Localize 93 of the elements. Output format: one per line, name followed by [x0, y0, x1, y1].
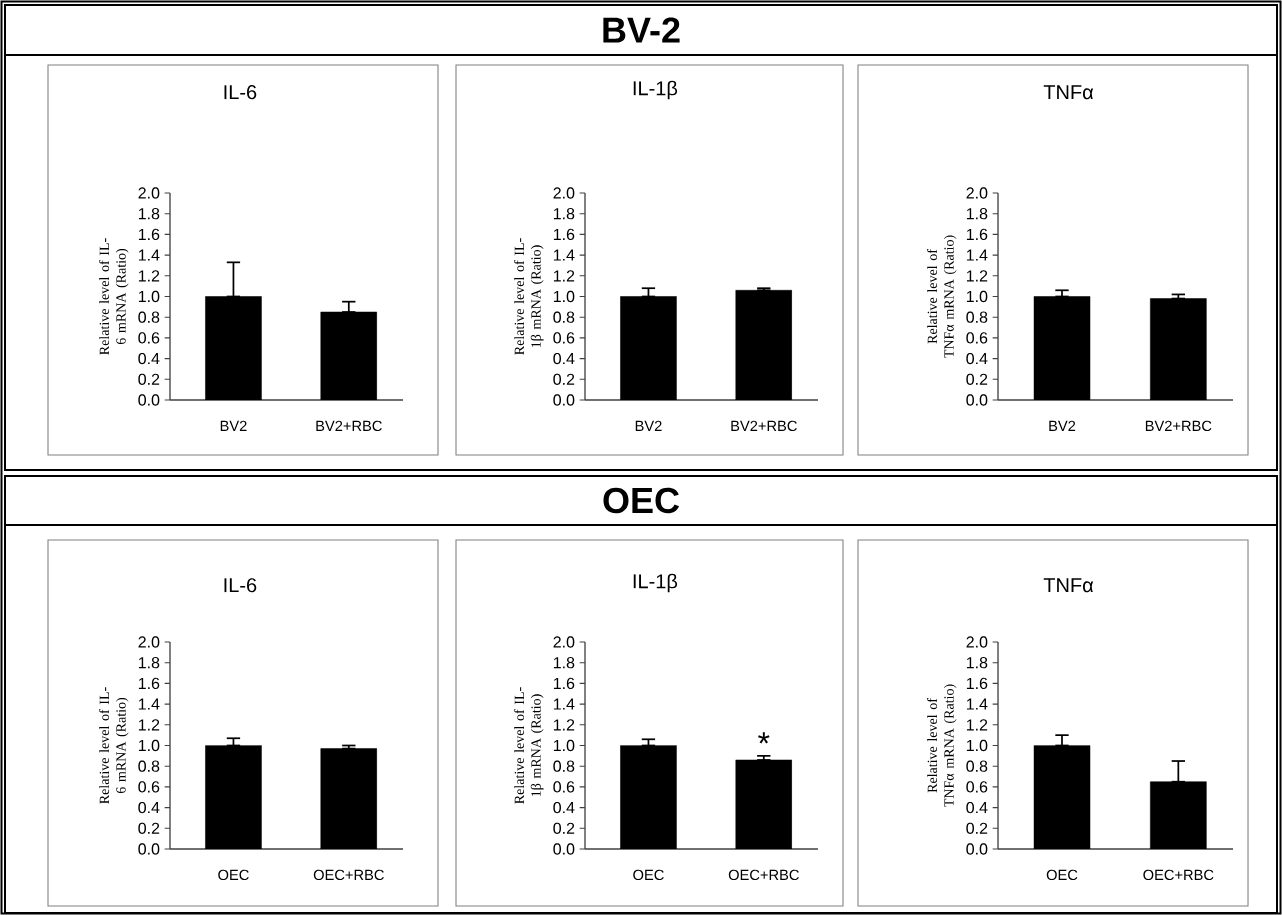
x-tick-label: BV2 [635, 420, 662, 431]
y-tick-label: 0.2 [553, 373, 575, 385]
y-tick-label: 1.4 [138, 698, 160, 710]
y-tick-label: 1.0 [138, 739, 160, 752]
y-tick-label: 1.0 [138, 290, 160, 303]
y-tick-label: 0.0 [138, 843, 160, 855]
x-tick-label: OEC [218, 869, 249, 881]
y-tick-label: 0.8 [553, 311, 575, 323]
y-tick-label: 1.6 [553, 228, 575, 241]
y-tick-label: 1.0 [966, 290, 988, 303]
y-tick-label: 0.8 [138, 311, 160, 323]
y-tick-label: 0.2 [966, 822, 988, 834]
y-tick-label: 2.0 [138, 187, 160, 199]
y-tick-label: 0.4 [138, 801, 160, 814]
y-tick-label: 1.6 [553, 677, 575, 690]
y-tick-label: 2.0 [138, 636, 160, 648]
x-tick-label: BV2 [1049, 420, 1076, 431]
y-tick-label: 1.0 [553, 739, 575, 752]
y-tick-label: 1.4 [138, 249, 160, 261]
y-tick-label: 1.2 [966, 719, 988, 731]
y-tick-label: 1.8 [966, 208, 988, 220]
y-tick-label: 0.6 [966, 332, 988, 344]
chart-title: IL-6 [224, 85, 257, 100]
chart-title: IL-6 [224, 578, 257, 593]
y-tick-label: 1.2 [553, 270, 575, 282]
y-tick-label: 1.8 [553, 657, 575, 669]
y-tick-label: 0.4 [553, 352, 575, 365]
y-tick-label: 0.0 [966, 394, 988, 406]
chart-title: IL-1β [633, 80, 678, 100]
y-tick-label: 1.4 [966, 249, 988, 261]
y-tick-label: 0.8 [553, 760, 575, 772]
y-axis-title: Relative level of TNFα mRNA (Ratio) [927, 684, 957, 807]
x-tick-label: OEC [1046, 869, 1078, 881]
x-tick-label: OEC [633, 869, 664, 881]
y-tick-label: 0.6 [138, 332, 160, 344]
y-tick-label: 2.0 [553, 187, 575, 199]
x-tick-label: BV2+RBC [316, 420, 382, 432]
y-tick-label: 1.6 [138, 228, 160, 241]
y-tick-label: 0.4 [553, 801, 575, 814]
annotation: * [758, 732, 770, 744]
y-tick-label: 1.2 [138, 719, 160, 731]
y-axis-title: Relative level of IL-1β mRNA (Ratio) [514, 687, 544, 804]
y-tick-label: 0.6 [138, 781, 160, 793]
y-tick-label: 1.4 [553, 249, 575, 261]
y-tick-label: 0.4 [138, 352, 160, 365]
y-tick-label: 0.2 [966, 373, 988, 385]
y-tick-label: 0.0 [553, 394, 575, 406]
y-tick-label: 0.4 [966, 352, 988, 365]
y-tick-label: 0.2 [138, 373, 160, 385]
y-tick-label: 1.2 [553, 719, 575, 731]
text: OEC [603, 487, 680, 514]
chart-title: IL-1β [633, 573, 678, 593]
x-tick-label: BV2+RBC [731, 420, 797, 432]
y-tick-label: 2.0 [553, 636, 575, 648]
y-tick-label: 0.2 [138, 822, 160, 834]
y-tick-label: 1.4 [966, 698, 988, 710]
y-tick-label: 0.8 [966, 311, 988, 323]
x-tick-label: BV2 [220, 420, 247, 431]
y-tick-label: 1.6 [138, 677, 160, 690]
y-tick-label: 1.8 [138, 208, 160, 220]
y-tick-label: 2.0 [966, 636, 988, 648]
y-tick-label: 0.0 [138, 394, 160, 406]
y-tick-label: 1.8 [553, 208, 575, 220]
x-tick-label: OEC+RBC [1143, 869, 1214, 881]
y-tick-label: 1.8 [138, 657, 160, 669]
y-tick-label: 0.8 [966, 760, 988, 772]
y-tick-label: 0.8 [138, 760, 160, 772]
x-tick-label: BV2+RBC [1145, 420, 1212, 432]
y-tick-label: 1.4 [553, 698, 575, 710]
y-tick-label: 0.6 [553, 781, 575, 793]
y-axis-title: Relative level of IL-6 mRNA (Ratio) [99, 238, 129, 355]
y-tick-label: 0.0 [553, 843, 575, 855]
y-tick-label: 1.2 [966, 270, 988, 282]
y-tick-label: 0.4 [966, 801, 988, 814]
y-axis-title: Relative level of IL-6 mRNA (Ratio) [99, 687, 129, 804]
y-tick-label: 1.8 [966, 657, 988, 669]
y-axis-title: Relative level of TNFα mRNA (Ratio) [927, 235, 957, 358]
y-tick-label: 0.2 [553, 822, 575, 834]
y-tick-label: 0.6 [966, 781, 988, 793]
x-tick-label: OEC+RBC [313, 869, 384, 881]
y-tick-label: 2.0 [966, 187, 988, 199]
y-tick-label: 1.0 [966, 739, 988, 752]
y-tick-label: 1.2 [138, 270, 160, 282]
chart-title: TNFα [1043, 578, 1094, 593]
y-tick-label: 0.0 [966, 843, 988, 855]
x-tick-label: OEC+RBC [728, 869, 799, 881]
chart-title: TNFα [1043, 85, 1094, 100]
y-tick-label: 1.6 [966, 228, 988, 241]
y-axis-title: Relative level of IL-1β mRNA (Ratio) [514, 238, 544, 355]
y-tick-label: 1.0 [553, 290, 575, 303]
y-tick-label: 1.6 [966, 677, 988, 690]
y-tick-label: 0.6 [553, 332, 575, 344]
text: BV-2 [603, 17, 680, 43]
